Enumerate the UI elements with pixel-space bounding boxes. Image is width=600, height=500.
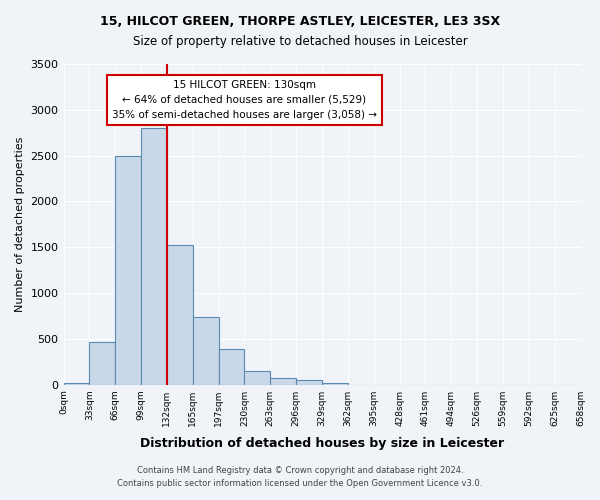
Bar <box>322 383 348 384</box>
Bar <box>141 128 167 384</box>
Y-axis label: Number of detached properties: Number of detached properties <box>15 136 25 312</box>
Bar <box>296 380 322 384</box>
Bar <box>167 246 193 384</box>
Text: Size of property relative to detached houses in Leicester: Size of property relative to detached ho… <box>133 35 467 48</box>
Text: 15 HILCOT GREEN: 130sqm
← 64% of detached houses are smaller (5,529)
35% of semi: 15 HILCOT GREEN: 130sqm ← 64% of detache… <box>112 80 377 120</box>
Bar <box>244 372 271 384</box>
Bar <box>271 378 296 384</box>
X-axis label: Distribution of detached houses by size in Leicester: Distribution of detached houses by size … <box>140 437 504 450</box>
Text: 15, HILCOT GREEN, THORPE ASTLEY, LEICESTER, LE3 3SX: 15, HILCOT GREEN, THORPE ASTLEY, LEICEST… <box>100 15 500 28</box>
Bar <box>89 342 115 384</box>
Bar <box>115 156 141 384</box>
Bar <box>193 317 218 384</box>
Bar <box>64 383 89 384</box>
Text: Contains HM Land Registry data © Crown copyright and database right 2024.
Contai: Contains HM Land Registry data © Crown c… <box>118 466 482 487</box>
Bar <box>218 349 244 384</box>
